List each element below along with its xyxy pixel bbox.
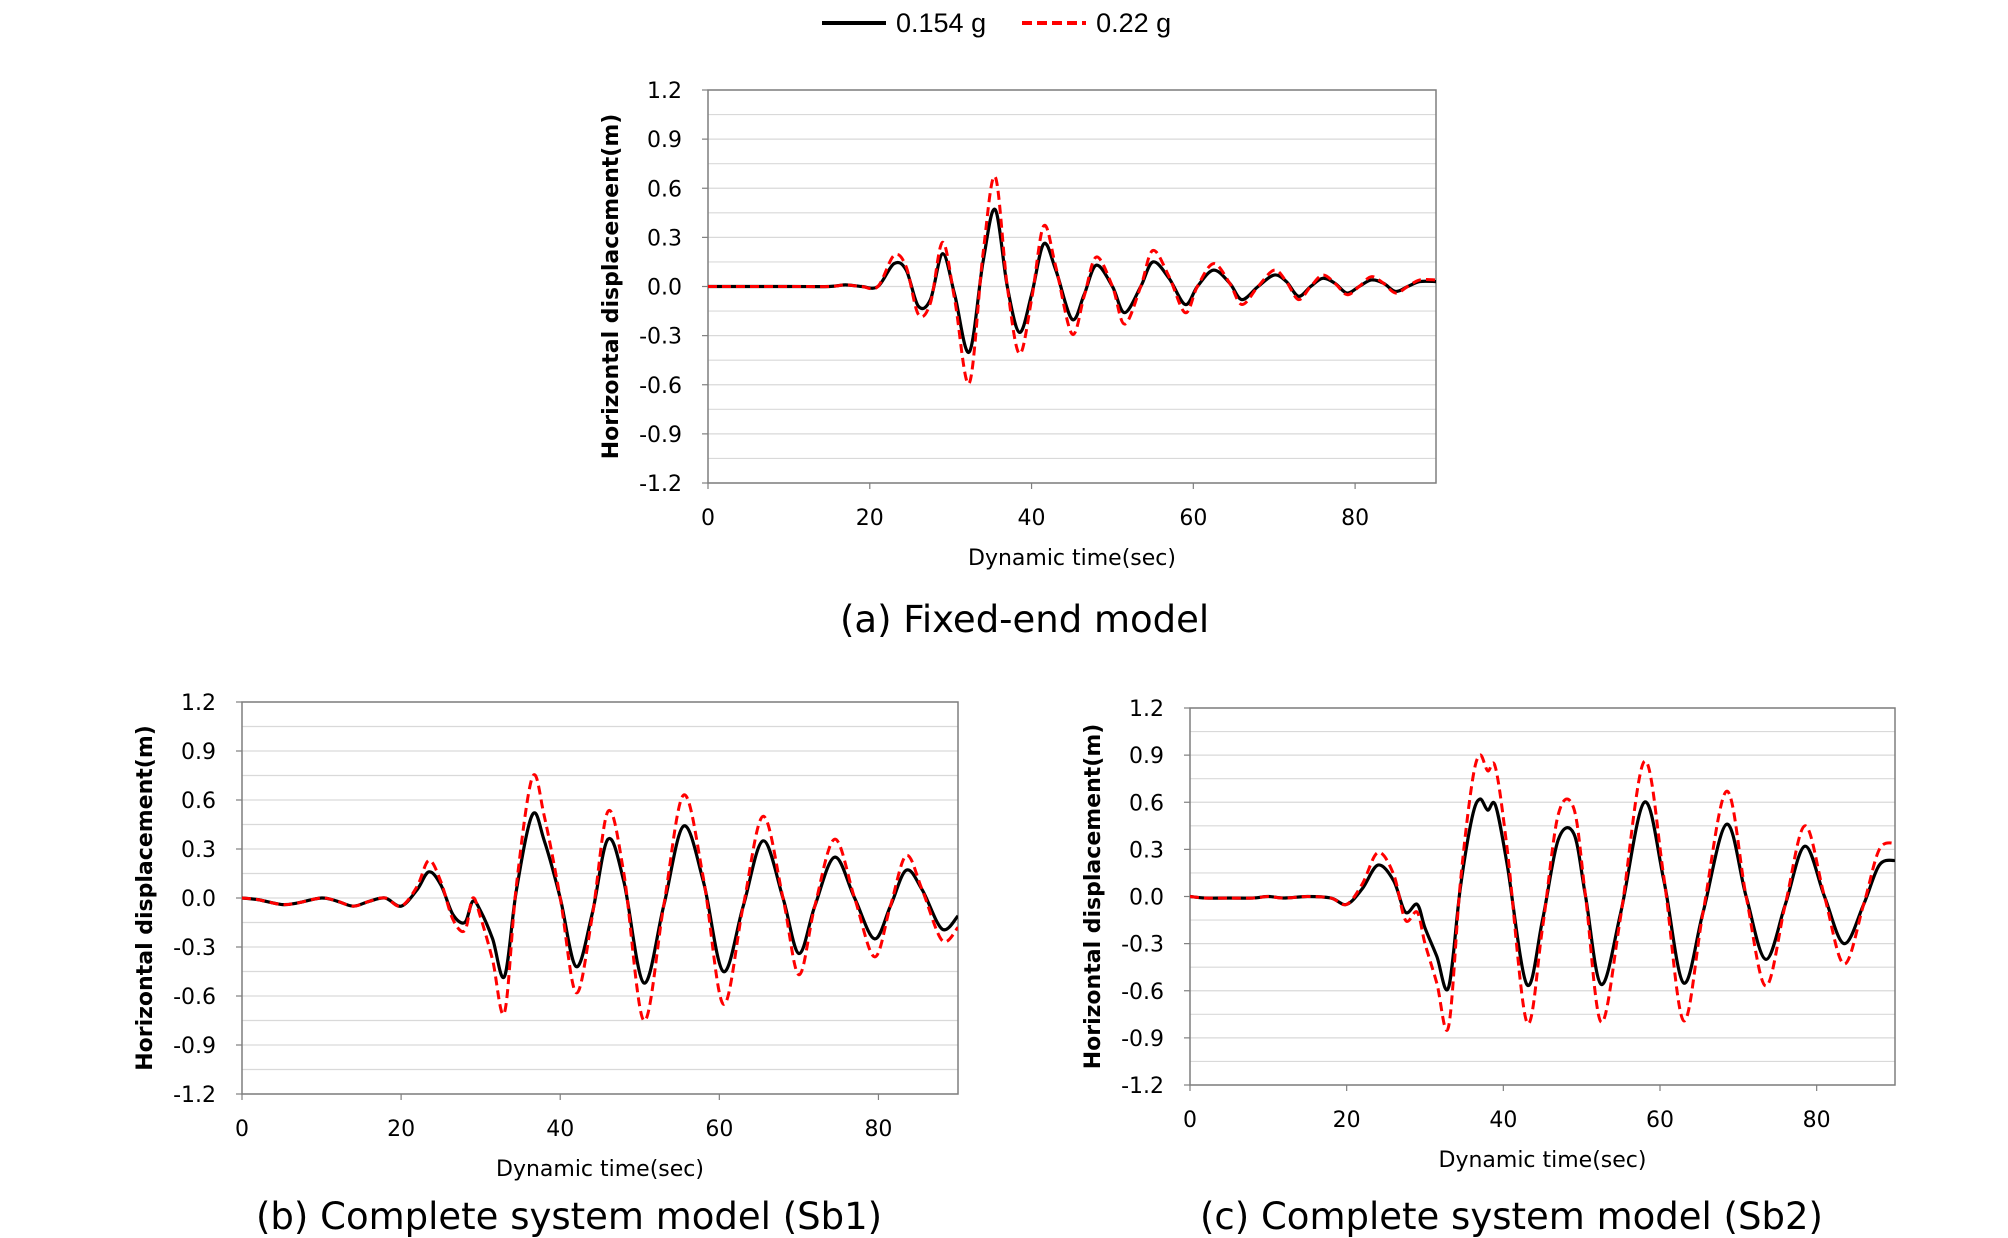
y-tick-label: -0.6	[639, 374, 682, 399]
y-tick-label: -0.6	[1121, 980, 1164, 1005]
y-tick-label: 0.3	[647, 226, 682, 251]
x-tick-label: 80	[1341, 506, 1369, 531]
x-tick-label: 60	[1179, 506, 1207, 531]
y-tick-label: 0.6	[647, 177, 682, 202]
y-tick-label: 0.0	[1129, 886, 1164, 911]
x-axis-label: Dynamic time(sec)	[496, 1157, 704, 1182]
x-tick-label: 60	[1646, 1108, 1674, 1133]
y-tick-label: 1.2	[181, 691, 216, 716]
y-tick-label: -0.3	[639, 325, 682, 350]
series-line-022g	[242, 773, 958, 1023]
y-tick-label: 0.6	[1129, 791, 1164, 816]
y-tick-label: 0.0	[647, 276, 682, 301]
y-axis-label: Horizontal displacement(m)	[1081, 724, 1106, 1070]
series-line-0154g	[708, 207, 1436, 354]
chart-svg: 1.2 0.9 0.6 0.3 0.0 -0.3 -0.6 -0.9 -1.2 0 20 40 60 80…	[1081, 697, 1896, 1173]
legend-swatch-dashed	[1022, 21, 1087, 25]
y-tick-label: 0.3	[181, 838, 216, 863]
y-tick-label: -1.2	[1121, 1074, 1164, 1099]
y-tick-label: 0.0	[181, 887, 216, 912]
chart-sb2: 1.2 0.9 0.6 0.3 0.0 -0.3 -0.6 -0.9 -1.2 0 20 40 60 80…	[1058, 672, 1958, 1187]
x-tick-label: 0	[235, 1117, 249, 1142]
x-tick-label: 40	[1018, 506, 1046, 531]
y-tick-label: -0.6	[173, 985, 216, 1010]
y-tick-label: 0.9	[1129, 744, 1164, 769]
chart-svg: 1.2 0.9 0.6 0.3 0.0 -0.3 -0.6 -0.9 -1.2 0 20 40 60 80…	[133, 691, 959, 1182]
x-tick-label: 60	[705, 1117, 733, 1142]
x-tick-label: 20	[1333, 1108, 1361, 1133]
x-tick-label: 20	[387, 1117, 415, 1142]
y-tick-label: -1.2	[639, 472, 682, 497]
x-tick-label: 0	[1183, 1108, 1197, 1133]
caption-sb2: (c) Complete system model (Sb2)	[1200, 1195, 1823, 1238]
x-tick-label: 0	[701, 506, 715, 531]
y-tick-label: -0.3	[1121, 933, 1164, 958]
caption-fixed-end: (a) Fixed-end model	[840, 598, 1210, 641]
legend-swatch-solid	[822, 21, 886, 25]
x-tick-label: 40	[546, 1117, 574, 1142]
x-axis-label: Dynamic time(sec)	[968, 546, 1176, 571]
series-line-022g	[708, 175, 1436, 385]
y-tick-label: 0.6	[181, 789, 216, 814]
series-line-022g	[1190, 753, 1895, 1032]
y-tick-label: 0.9	[647, 128, 682, 153]
y-tick-label: -0.9	[173, 1034, 216, 1059]
y-tick-label: -1.2	[173, 1083, 216, 1108]
y-tick-label: 1.2	[1129, 697, 1164, 722]
x-tick-label: 80	[864, 1117, 892, 1142]
legend-item-0154g: 0.154 g	[820, 8, 986, 39]
chart-svg: 1.2 0.9 0.6 0.3 0.0 -0.3 -0.6 -0.9 -1.2 0 20 40 60 80…	[599, 79, 1437, 571]
chart-sb1: 1.2 0.9 0.6 0.3 0.0 -0.3 -0.6 -0.9 -1.2 0 20 40 60 80…	[112, 672, 1012, 1187]
x-tick-label: 80	[1803, 1108, 1831, 1133]
legend-label: 0.22 g	[1096, 7, 1172, 38]
y-tick-label: 0.9	[181, 740, 216, 765]
y-axis-label: Horizontal displacement(m)	[133, 725, 158, 1071]
y-axis-label: Horizontal displacement(m)	[599, 114, 624, 460]
y-tick-label: -0.3	[173, 936, 216, 961]
legend-label: 0.154 g	[896, 7, 987, 38]
y-tick-label: 0.3	[1129, 838, 1164, 863]
legend: 0.154 g 0.22 g	[820, 6, 1205, 40]
series-line-0154g	[1190, 797, 1895, 992]
y-tick-label: -0.9	[639, 423, 682, 448]
y-tick-label: 1.2	[647, 79, 682, 104]
chart-fixed-end: 1.2 0.9 0.6 0.3 0.0 -0.3 -0.6 -0.9 -1.2 0 20 40 60 80…	[560, 60, 1460, 585]
caption-sb1: (b) Complete system model (Sb1)	[256, 1195, 883, 1238]
x-tick-label: 40	[1489, 1108, 1517, 1133]
x-axis-label: Dynamic time(sec)	[1439, 1148, 1647, 1173]
x-tick-label: 20	[856, 506, 884, 531]
y-tick-label: -0.9	[1121, 1027, 1164, 1052]
legend-item-022g: 0.22 g	[1020, 8, 1171, 39]
